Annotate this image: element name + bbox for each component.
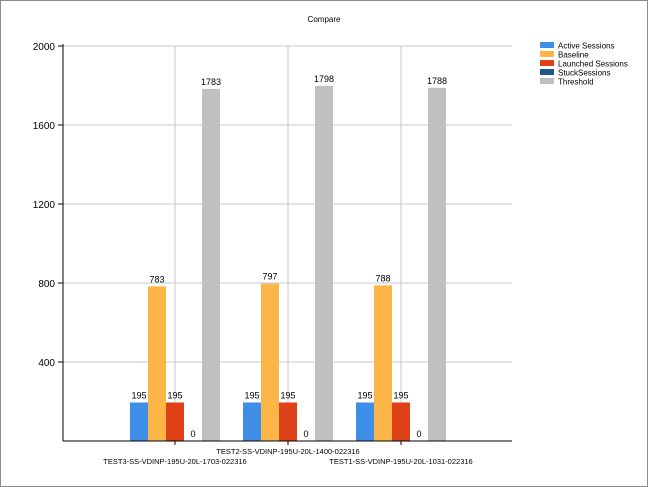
legend-swatch: [540, 69, 554, 75]
legend-swatch: [540, 42, 554, 48]
data-label: 195: [167, 390, 182, 400]
data-label: 1783: [201, 77, 221, 87]
data-label: 783: [149, 274, 164, 284]
bar: [243, 402, 261, 441]
y-tick-label: 800: [38, 279, 55, 290]
data-label: 195: [131, 390, 146, 400]
legend-label: StuckSessions: [558, 69, 610, 78]
data-label: 0: [416, 429, 421, 439]
legend-swatch: [540, 60, 554, 66]
data-label: 195: [357, 390, 372, 400]
bar: [130, 402, 148, 441]
y-tick-label: 1200: [33, 200, 56, 211]
data-label: 0: [190, 429, 195, 439]
x-tick-label: TEST2-SS-VDINP-195U-20L-1400-022316: [216, 447, 359, 456]
axes: 400 800 1200 1600 2000 TEST3-SS-VDINP-195U-20…: [33, 42, 512, 466]
bar: [428, 87, 446, 442]
bars: [130, 85, 446, 442]
chart-title: Compare: [308, 15, 341, 24]
legend-swatch: [540, 78, 554, 84]
legend-label: Launched Sessions: [558, 60, 628, 69]
bar: [392, 402, 410, 441]
grid: [63, 45, 512, 441]
x-tick-label: TEST3-SS-VDINP-195U-20L-1703-022316: [103, 457, 246, 466]
data-label: 788: [375, 273, 390, 283]
data-label: 195: [280, 390, 295, 400]
bar: [356, 402, 374, 441]
legend-label: Baseline: [558, 51, 589, 60]
x-tick-label: TEST1-SS-VDINP-195U-20L-1031-022316: [329, 457, 472, 466]
data-label: 1798: [314, 74, 334, 84]
bar: [261, 283, 279, 441]
bar: [166, 402, 184, 441]
data-label: 1788: [427, 76, 447, 86]
legend-swatch: [540, 51, 554, 57]
legend-label: Active Sessions: [558, 42, 614, 51]
data-label: 195: [244, 390, 259, 400]
data-label: 797: [262, 272, 277, 282]
data-label: 195: [393, 390, 408, 400]
bar: [279, 402, 297, 441]
bar: [202, 88, 220, 442]
y-tick-label: 2000: [33, 42, 56, 53]
bar: [315, 85, 333, 442]
legend-label: Threshold: [558, 78, 594, 87]
bar: [148, 286, 166, 441]
y-tick-label: 400: [38, 358, 55, 369]
data-labels: 195 783 195 0 1783 195 797 195 0 1798 195 788 195 0 17…: [131, 74, 447, 439]
data-label: 0: [303, 429, 308, 439]
y-tick-label: 1600: [33, 121, 56, 132]
bar: [374, 285, 392, 441]
